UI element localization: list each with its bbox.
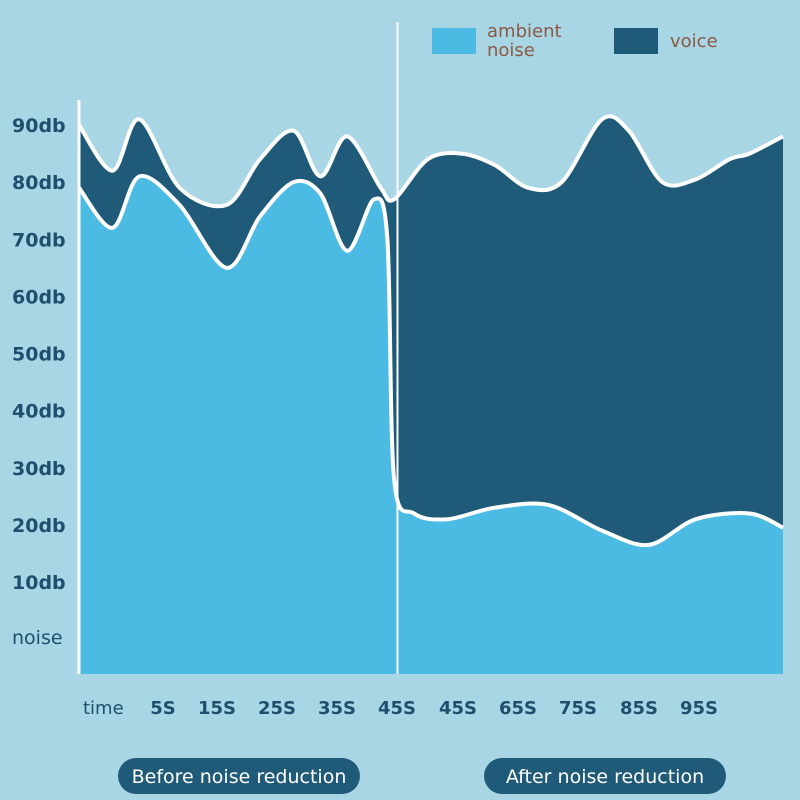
x-tick-label: 15S (198, 698, 236, 719)
legend-label-ambient-line1: ambient (487, 21, 562, 42)
after-pill-label: After noise reduction (506, 766, 704, 788)
y-tick-label: noise (12, 627, 63, 649)
x-tick-label: 95S (680, 698, 718, 719)
y-tick-label: 50db (12, 344, 66, 366)
before-pill-label: Before noise reduction (132, 766, 347, 788)
legend-label-voice: voice (670, 31, 718, 52)
before-pill (118, 758, 360, 794)
y-tick-label: 20db (12, 515, 66, 537)
x-tick-label: 85S (620, 698, 658, 719)
chart-areas (77, 114, 784, 675)
x-tick-label: 5S (150, 698, 176, 719)
legend-swatch-ambient (432, 28, 476, 54)
voice-line (77, 114, 784, 209)
x-tick-label: 25S (258, 698, 296, 719)
chart-legend: ambient noise voice (432, 21, 718, 61)
y-tick-label: 70db (12, 229, 66, 251)
section-labels: Before noise reduction After noise reduc… (118, 758, 726, 794)
ambient-noise-line (77, 174, 784, 548)
x-tick-label: 45S (439, 698, 477, 719)
x-tick-label: 45S (378, 698, 416, 719)
ambient-noise-area (79, 175, 783, 675)
x-tick-label: 65S (499, 698, 537, 719)
legend-swatch-voice (614, 28, 658, 54)
x-tick-label: 35S (318, 698, 356, 719)
x-tick-label: 75S (559, 698, 597, 719)
y-tick-label: 10db (12, 572, 66, 594)
after-pill (484, 758, 726, 794)
y-tick-label: 40db (12, 401, 66, 423)
y-tick-label: 60db (12, 286, 66, 308)
chart-axes: noise 10db 20db 30db 40db 50db 60db 70db 80db 90d… (12, 22, 718, 719)
y-tick-label: 30db (12, 458, 66, 480)
y-tick-label: 80db (12, 172, 66, 194)
y-tick-label: 90db (12, 115, 66, 137)
x-axis-title: time (83, 698, 124, 719)
legend-label-ambient-line2: noise (487, 40, 535, 61)
